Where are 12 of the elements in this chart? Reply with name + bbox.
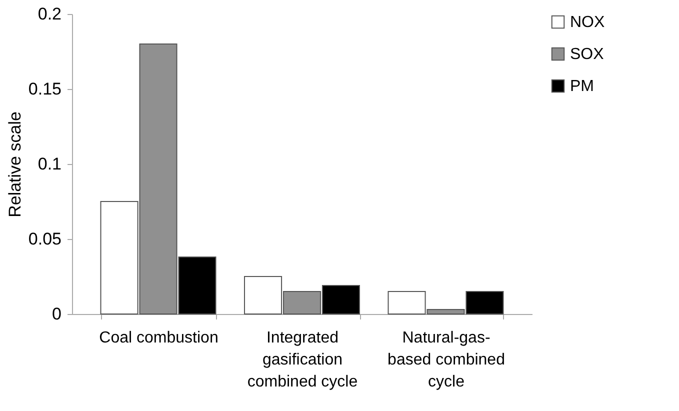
x-tick-label: Coal combustion	[99, 330, 218, 346]
y-tick-label: 0.05	[28, 230, 62, 248]
y-tick-label: 0.15	[28, 80, 62, 98]
legend-label: PM	[570, 78, 594, 95]
y-tick-label: 0.2	[38, 4, 62, 24]
legend-label: SOX	[570, 46, 604, 63]
y-axis-title: Relative scale	[5, 112, 24, 218]
x-tick-label: Natural-gas-based combined cycle	[388, 330, 505, 390]
x-tick-label: Integrated gasification combined cycle	[247, 330, 358, 390]
y-tick-label: 0	[52, 304, 62, 324]
y-tick-label: 0.1	[38, 154, 62, 174]
legend-label: NOX	[570, 14, 605, 31]
